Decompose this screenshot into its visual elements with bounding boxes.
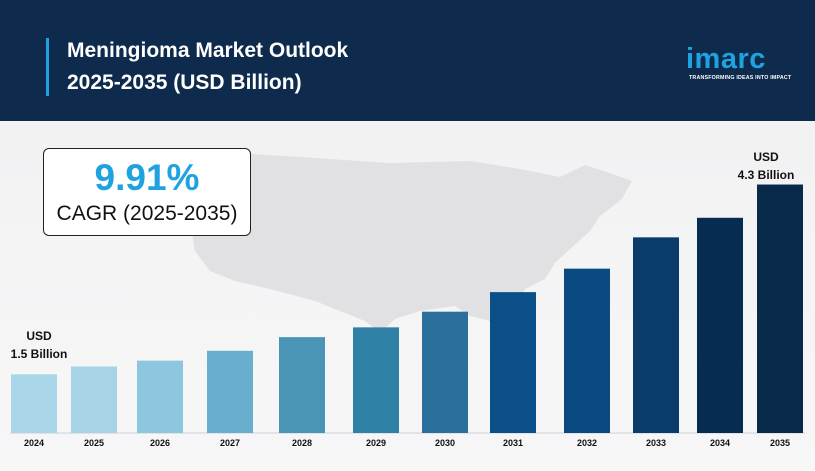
page-title: Meningioma Market Outlook 2025-2035 (USD… <box>67 39 349 94</box>
bar-2026 <box>137 360 183 433</box>
x-tick-label: 2031 <box>503 438 523 448</box>
cagr-callout: 9.91% CAGR (2025-2035) <box>43 148 251 236</box>
x-tick-label: 2027 <box>220 438 240 448</box>
bar-2031 <box>490 292 536 433</box>
bar-2033 <box>633 237 679 433</box>
bar-2029 <box>353 327 399 433</box>
bar-2024 <box>11 374 57 433</box>
cagr-value: 9.91% <box>94 157 200 198</box>
x-tick-label: 2030 <box>435 438 455 448</box>
x-tick-label: 2028 <box>292 438 312 448</box>
x-tick-label: 2026 <box>150 438 170 448</box>
x-tick-label: 2033 <box>646 438 666 448</box>
imarc-logo: imarc TRANSFORMING IDEAS INTO IMPACT <box>686 40 796 90</box>
bar-2028 <box>279 337 325 433</box>
bar-2035 <box>757 184 803 433</box>
bar-chart: 2024 2025 2026 2027 2028 2029 2030 2031 2032 2033… <box>10 184 805 448</box>
bar-2034 <box>697 217 743 433</box>
x-tick-label: 2025 <box>84 438 104 448</box>
x-tick-label: 2024 <box>24 438 44 448</box>
bar-2032 <box>564 268 610 433</box>
x-tick-label: 2029 <box>366 438 386 448</box>
logo-tagline: TRANSFORMING IDEAS INTO IMPACT <box>689 75 792 81</box>
x-tick-label: 2034 <box>710 438 730 448</box>
logo-wordmark: imarc <box>686 43 766 75</box>
x-tick-label: 2032 <box>577 438 597 448</box>
title-accent-bar <box>46 38 49 96</box>
bar-2025 <box>71 366 117 433</box>
us-map-background <box>190 151 632 333</box>
cagr-label: CAGR (2025-2035) <box>56 202 238 225</box>
end-value-annotation: USD 4.3 Billion <box>737 150 795 182</box>
bar-2027 <box>207 350 253 433</box>
x-tick-label: 2035 <box>770 438 790 448</box>
start-value-annotation: USD 1.5 Billion <box>10 329 68 361</box>
header-banner: Meningioma Market Outlook 2025-2035 (USD… <box>0 0 815 121</box>
bar-2030 <box>422 311 468 433</box>
